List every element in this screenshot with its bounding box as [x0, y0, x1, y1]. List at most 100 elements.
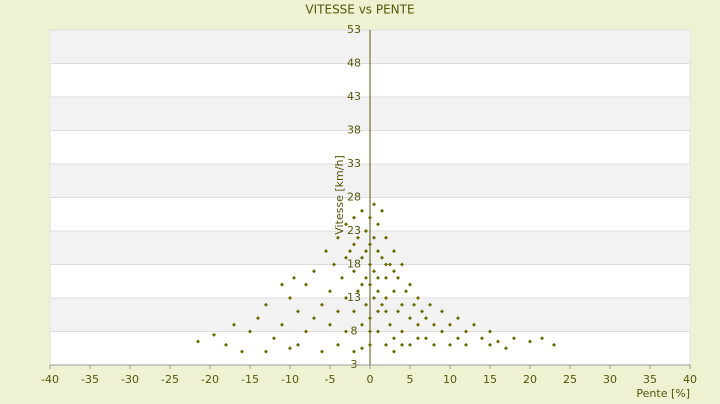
point — [352, 215, 356, 220]
point — [356, 235, 360, 240]
x-axis-label: Pente [%] — [636, 387, 690, 400]
point — [424, 336, 428, 341]
point — [288, 346, 292, 351]
x-tick-label: -20 — [201, 373, 219, 386]
point — [372, 202, 376, 207]
point — [272, 336, 276, 341]
point — [428, 302, 432, 307]
point — [440, 309, 444, 314]
y-tick-label: 8 — [351, 325, 358, 338]
point — [376, 329, 380, 334]
point — [352, 269, 356, 274]
point — [408, 282, 412, 287]
point — [344, 329, 348, 334]
y-tick-label: 48 — [347, 57, 361, 70]
x-tick-label: -5 — [325, 373, 336, 386]
point — [304, 282, 308, 287]
point — [412, 302, 416, 307]
point — [388, 262, 392, 267]
point — [280, 282, 284, 287]
point — [456, 316, 460, 321]
point — [504, 346, 508, 351]
point — [404, 289, 408, 294]
point — [360, 346, 364, 351]
point — [376, 275, 380, 280]
point — [328, 322, 332, 327]
point — [332, 262, 336, 267]
point — [320, 302, 324, 307]
point — [440, 329, 444, 334]
x-tick-label: -25 — [161, 373, 179, 386]
y-tick-label: 33 — [347, 157, 361, 170]
point — [348, 249, 352, 254]
point — [292, 275, 296, 280]
point — [360, 208, 364, 213]
point — [392, 269, 396, 274]
point — [416, 296, 420, 300]
x-tick-label: 25 — [563, 373, 577, 386]
x-tick-label: 20 — [523, 373, 537, 386]
y-axis-label: Vitesse [km/h] — [333, 155, 346, 235]
point — [368, 262, 372, 267]
point — [392, 336, 396, 341]
point — [388, 322, 392, 327]
point — [384, 275, 388, 280]
point — [448, 342, 452, 347]
point — [364, 275, 368, 280]
x-tick-label: -35 — [81, 373, 99, 386]
point — [288, 296, 292, 300]
x-tick-label: -30 — [121, 373, 139, 386]
point — [512, 336, 516, 341]
point — [368, 329, 372, 334]
point — [528, 339, 532, 344]
point — [396, 275, 400, 280]
point — [372, 296, 376, 300]
point — [256, 316, 260, 321]
x-tick-label: 15 — [483, 373, 497, 386]
point — [464, 342, 468, 347]
point — [344, 255, 348, 260]
point — [420, 309, 424, 314]
point — [296, 342, 300, 347]
point — [368, 342, 372, 347]
point — [464, 329, 468, 334]
x-tick-label: 30 — [603, 373, 617, 386]
point — [400, 342, 404, 347]
point — [320, 349, 324, 354]
point — [352, 309, 356, 314]
point — [336, 309, 340, 314]
point — [368, 242, 372, 247]
point — [248, 329, 252, 334]
point — [456, 336, 460, 341]
x-tick-label: -15 — [241, 373, 259, 386]
point — [400, 329, 404, 334]
y-tick-label: 43 — [347, 90, 361, 103]
point — [312, 316, 316, 321]
point — [416, 336, 420, 341]
point — [424, 316, 428, 321]
point — [432, 322, 436, 327]
point — [416, 322, 420, 327]
point — [368, 282, 372, 287]
point — [376, 309, 380, 314]
point — [340, 275, 344, 280]
x-tick-label: 5 — [407, 373, 414, 386]
point — [376, 249, 380, 254]
point — [356, 289, 360, 294]
point — [196, 339, 200, 344]
point — [336, 342, 340, 347]
point — [432, 342, 436, 347]
point — [368, 316, 372, 321]
point — [488, 329, 492, 334]
x-tick-label: 0 — [367, 373, 374, 386]
point — [376, 289, 380, 294]
point — [360, 255, 364, 260]
point — [380, 255, 384, 260]
point — [384, 296, 388, 300]
point — [364, 302, 368, 307]
point — [472, 322, 476, 327]
point — [400, 302, 404, 307]
point — [496, 339, 500, 344]
point — [408, 316, 412, 321]
point — [232, 322, 236, 327]
